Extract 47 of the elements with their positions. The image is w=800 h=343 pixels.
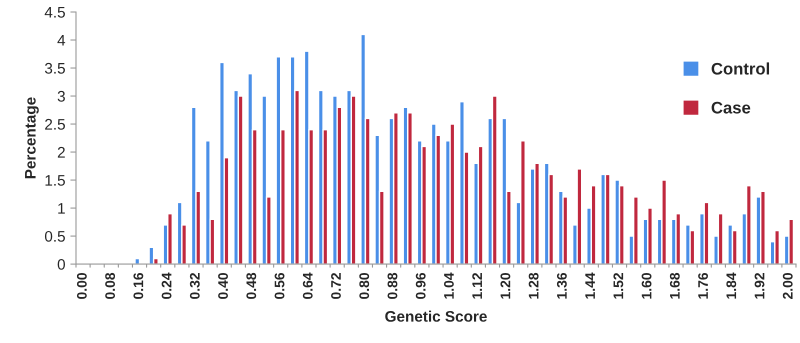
x-tick-label: 0.88: [388, 272, 398, 299]
y-axis-title: Percentage: [25, 97, 39, 178]
x-tick-label: 0.56: [274, 272, 284, 299]
y-tick-label: 2: [58, 146, 65, 158]
bar: [449, 123, 456, 264]
y-tick-label: 3.5: [44, 62, 65, 74]
y-tick-label: 0.5: [44, 230, 65, 242]
x-tick-label: 1.04: [444, 272, 454, 299]
bar: [675, 212, 682, 264]
x-tick-label: 0.32: [190, 272, 200, 299]
bar: [492, 95, 498, 264]
x-tick-label: 1.92: [754, 272, 764, 299]
y-tick-label: 4: [57, 35, 66, 46]
x-tick-label: 1.60: [642, 273, 652, 299]
x-tick-label: 0.16: [133, 272, 144, 299]
bar: [746, 184, 752, 264]
legend-label: Control: [712, 62, 770, 75]
x-tick-label: 1.52: [613, 272, 624, 299]
y-tick-label: 4.5: [44, 7, 65, 18]
x-tick-label: 1.84: [726, 272, 736, 299]
x-tick-label: 0.72: [331, 272, 341, 299]
bar: [576, 168, 582, 264]
bar: [632, 196, 639, 264]
x-tick-label: 0.96: [416, 272, 426, 299]
y-tick-label: 3: [58, 90, 65, 102]
y-tick-label: 1.5: [46, 175, 65, 186]
y-tick-label: 0: [58, 258, 65, 270]
x-tick-label: 1.44: [585, 272, 595, 299]
x-tick-label: 1.76: [698, 272, 708, 299]
x-tick-label: 1.68: [670, 272, 680, 299]
x-tick-label: 0.24: [162, 272, 172, 299]
x-tick-label: 0.00: [76, 273, 87, 299]
legend-label: Case: [712, 102, 750, 114]
x-tick-label: 1.36: [556, 272, 567, 299]
x-tick-label: 0.48: [246, 272, 256, 299]
x-tick-label: 0.40: [218, 273, 228, 299]
x-tick-label: 1.28: [528, 272, 539, 299]
x-tick-label: 0.64: [302, 272, 313, 299]
x-tick-label: 1.12: [472, 272, 482, 299]
x-tick-label: 1.20: [500, 273, 510, 299]
y-tick-label: 2.5: [45, 118, 65, 130]
x-tick-label: 0.08: [105, 272, 116, 299]
bar: [392, 112, 399, 264]
y-tick-label: 1: [58, 203, 65, 214]
x-axis-title: Genetic Score: [385, 310, 487, 322]
x-tick-label: 0.80: [359, 273, 370, 299]
x-tick-label: 2.00: [782, 273, 793, 299]
